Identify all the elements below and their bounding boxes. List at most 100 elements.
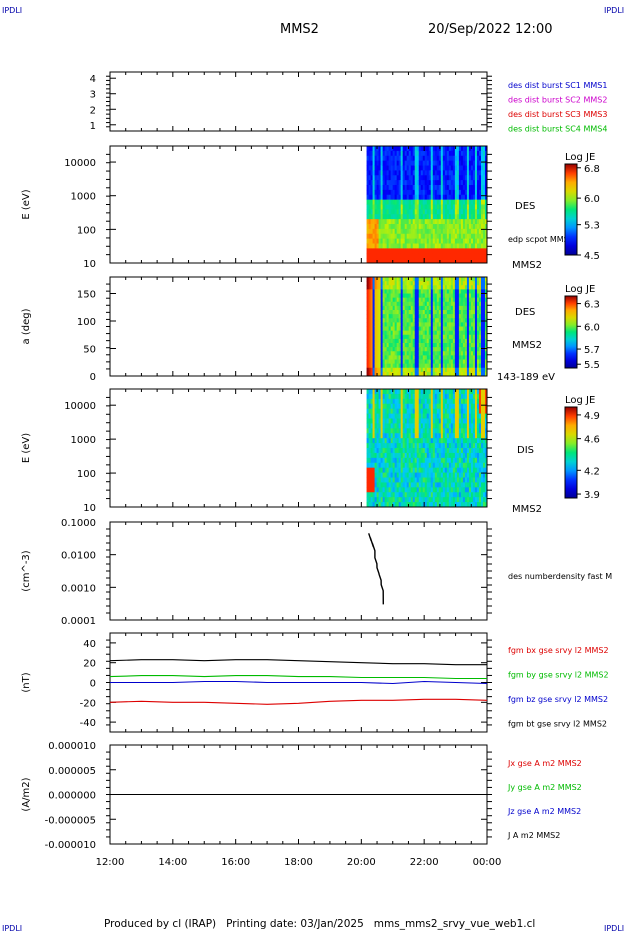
spectrogram-cell	[376, 438, 380, 444]
spectrogram-cell	[476, 281, 480, 286]
spectrogram-cell	[412, 314, 416, 319]
spectrogram-cell	[436, 199, 440, 205]
spectrogram-cell	[444, 233, 448, 240]
spectrogram-cell	[418, 347, 422, 352]
spectrogram-cell	[366, 314, 370, 319]
spectrogram-cell	[402, 233, 406, 240]
spectrogram-cell	[442, 253, 446, 259]
spectrogram-cell	[476, 487, 480, 493]
spectrogram-cell	[430, 310, 434, 315]
spectrogram-cell	[426, 185, 430, 191]
spectrogram-cell	[466, 150, 470, 157]
spectrogram-cell	[464, 150, 468, 157]
spectrogram-cell	[476, 492, 480, 498]
spectrogram-cell	[416, 363, 420, 369]
spectrogram-cell	[422, 467, 426, 474]
spectrogram-cell	[462, 248, 466, 254]
spectrogram-cell	[466, 393, 470, 400]
spectrogram-cell	[380, 334, 384, 340]
spectrogram-cell	[428, 428, 432, 434]
spectrogram-cell	[386, 413, 390, 419]
spectrogram-cell	[480, 314, 484, 319]
spectrogram-cell	[402, 433, 406, 439]
spectrogram-cell	[392, 165, 396, 171]
spectrogram-cell	[388, 359, 392, 365]
spectrogram-cell	[406, 482, 410, 488]
spectrogram-cell	[456, 497, 460, 503]
spectrogram-cell	[370, 224, 374, 230]
spectrogram-cell	[366, 482, 370, 488]
spectrogram-cell	[478, 497, 482, 503]
spectrogram-cell	[460, 423, 464, 429]
spectrogram-cell	[388, 233, 392, 240]
spectrogram-cell	[404, 318, 408, 323]
spectrogram-cell	[474, 170, 478, 176]
spectrogram-cell	[430, 209, 434, 215]
spectrogram-cell	[462, 472, 466, 478]
spectrogram-cell	[386, 310, 390, 315]
spectrogram-cell	[388, 371, 392, 377]
spectrogram-cell	[432, 297, 436, 303]
spectrogram-cell	[402, 322, 406, 327]
spectrogram-cell	[442, 389, 446, 395]
spectrogram-cell	[380, 285, 384, 290]
spectrogram-cell	[440, 363, 444, 369]
spectrogram-cell	[416, 443, 420, 449]
spectrogram-cell	[390, 258, 394, 264]
spectrogram-cell	[430, 398, 434, 405]
spectrogram-cell	[396, 482, 400, 488]
spectrogram-cell	[416, 289, 420, 294]
spectrogram-cell	[448, 472, 452, 478]
spectrogram-cell	[410, 330, 414, 336]
spectrogram-cell	[442, 413, 446, 419]
spectrogram-cell	[392, 277, 396, 282]
spectrogram-cell	[372, 146, 376, 152]
spectrogram-cell	[458, 398, 462, 405]
spectrogram-cell	[400, 293, 404, 299]
spectrogram-cell	[380, 146, 384, 152]
spectrogram-cell	[410, 326, 414, 332]
spectrogram-cell	[482, 219, 486, 225]
spectrogram-cell	[432, 403, 436, 410]
spectrogram-cell	[478, 347, 482, 352]
spectrogram-cell	[436, 297, 440, 303]
spectrogram-cell	[388, 160, 392, 166]
spectrogram-cell	[428, 214, 432, 220]
spectrogram-cell	[378, 423, 382, 429]
spectrogram-cell	[468, 322, 472, 327]
spectrogram-cell	[432, 351, 436, 356]
spectrogram-cell	[410, 146, 414, 152]
spectrogram-cell	[466, 305, 470, 311]
spectrogram-cell	[414, 305, 418, 311]
spectrogram-cell	[376, 146, 380, 152]
spectrogram-cell	[438, 281, 442, 286]
spectrogram-cell	[400, 277, 404, 282]
spectrogram-cell	[430, 448, 434, 454]
spectrogram-cell	[452, 277, 456, 282]
spectrogram-cell	[402, 428, 406, 434]
spectrogram-cell	[434, 389, 438, 395]
spectrogram-cell	[448, 318, 452, 323]
spectrogram-cell	[388, 393, 392, 400]
spectrogram-cell	[366, 457, 370, 464]
spectrogram-cell	[398, 502, 402, 508]
spectrogram-cell	[470, 175, 474, 181]
spectrogram-cell	[366, 233, 370, 240]
spectrogram-cell	[404, 334, 408, 340]
spectrogram-cell	[418, 423, 422, 429]
spectrogram-cell	[366, 322, 370, 327]
spectrogram-cell	[368, 322, 372, 327]
spectrogram-cell	[396, 326, 400, 332]
spectrogram-cell	[372, 326, 376, 332]
spectrogram-cell	[422, 443, 426, 449]
spectrogram-cell	[474, 281, 478, 286]
spectrogram-cell	[446, 482, 450, 488]
spectrogram-cell	[382, 487, 386, 493]
spectrogram-cell	[426, 487, 430, 493]
spectrogram-cell	[410, 482, 414, 488]
spectrogram-cell	[468, 472, 472, 478]
spectrogram-cell	[416, 393, 420, 400]
spectrogram-cell	[378, 297, 382, 303]
spectrogram-cell	[412, 214, 416, 220]
spectrogram-cell	[398, 322, 402, 327]
